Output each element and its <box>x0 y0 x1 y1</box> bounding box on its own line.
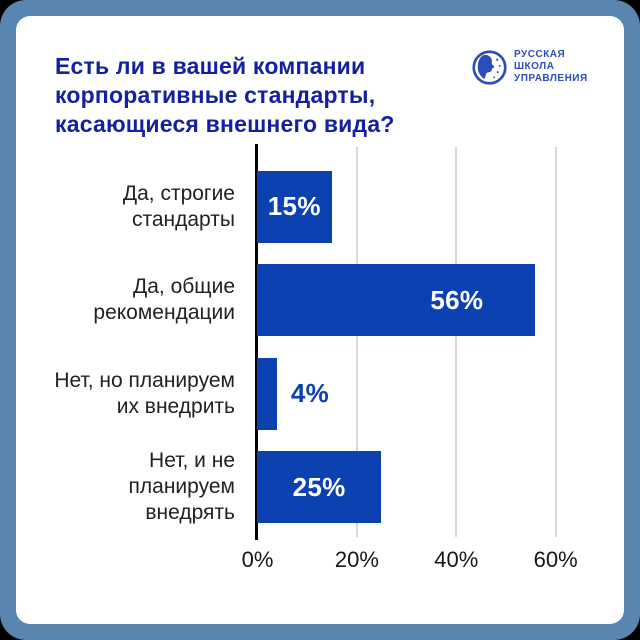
page-title-line: касающиеся внешнего вида? <box>55 111 395 137</box>
bar-15%: 15% <box>257 170 332 243</box>
company-logo: РУССКАЯ ШКОЛА УПРАВЛЕНИЯ <box>472 49 588 85</box>
chart-row: Нет, но планируем их внедрить 4% <box>40 347 600 441</box>
category-label-line: Нет, и не планируем <box>128 449 235 499</box>
bar-wrap: 4% <box>257 357 600 430</box>
x-tick-label-40%: 40% <box>434 547 479 572</box>
rsu-profile-globe-icon <box>472 49 507 85</box>
bar-4% <box>257 357 277 430</box>
category-label-line: Да, общие <box>133 275 235 299</box>
bar-wrap: 25% <box>257 451 600 524</box>
company-logo-text: РУССКАЯ ШКОЛА УПРАВЛЕНИЯ <box>514 49 588 85</box>
category-label-line: Да, строгие <box>122 181 235 205</box>
gridline-20 <box>355 147 358 537</box>
company-logo-text-line: УПРАВЛЕНИЯ <box>514 73 588 84</box>
bar-value-label: 56% <box>430 284 484 315</box>
category-label-line: рекомендации <box>93 301 235 325</box>
category-label: Да, строгие стандарты <box>40 181 235 233</box>
page-title-line: корпоративные стандарты, <box>55 82 376 108</box>
company-logo-text-line: ШКОЛА <box>514 61 555 72</box>
bar-56%: 56% <box>257 264 536 337</box>
x-tick-label-60%: 60% <box>533 547 578 572</box>
page-title-line: Есть ли в вашей компании <box>55 53 366 79</box>
category-label: Да, общие рекомендации <box>40 274 235 326</box>
gridline-40 <box>455 147 458 537</box>
bar-value-label: 15% <box>267 191 321 222</box>
bar-value-label: 4% <box>290 378 330 409</box>
page-title: Есть ли в вашей компании корпоративные ст… <box>55 52 395 139</box>
y-axis-line <box>255 144 258 540</box>
category-label-line: их внедрить <box>116 394 235 418</box>
bar-wrap: 15% <box>257 170 600 243</box>
company-logo-text-line: РУССКАЯ <box>514 49 566 60</box>
chart-row: Да, строгие стандарты 15% <box>40 160 600 254</box>
chart-row: Да, общие рекомендации 56% <box>40 254 600 348</box>
category-label-line: Нет, но планируем <box>54 368 235 392</box>
x-tick-label-20%: 20% <box>334 547 379 572</box>
chart-row: Нет, и не планируем внедрять 25% <box>40 441 600 535</box>
bar-25%: 25% <box>257 451 382 524</box>
category-label: Нет, но планируем их внедрить <box>40 368 235 420</box>
category-label: Нет, и не планируем внедрять <box>40 448 235 526</box>
category-label-line: стандарты <box>131 207 235 231</box>
plot-area: Да, строгие стандарты 15% Да, общие рекоменд… <box>16 16 624 624</box>
bar-value-label: 25% <box>292 471 346 502</box>
x-tick-label-0%: 0% <box>241 547 274 572</box>
chart-card: Есть ли в вашей компании корпоративные ст… <box>16 16 624 624</box>
gridline-60 <box>554 147 557 537</box>
bar-wrap: 56% <box>257 264 600 337</box>
chart-rows: Да, строгие стандарты 15% Да, общие рекоменд… <box>40 160 600 534</box>
category-label-line: внедрять <box>145 501 235 525</box>
